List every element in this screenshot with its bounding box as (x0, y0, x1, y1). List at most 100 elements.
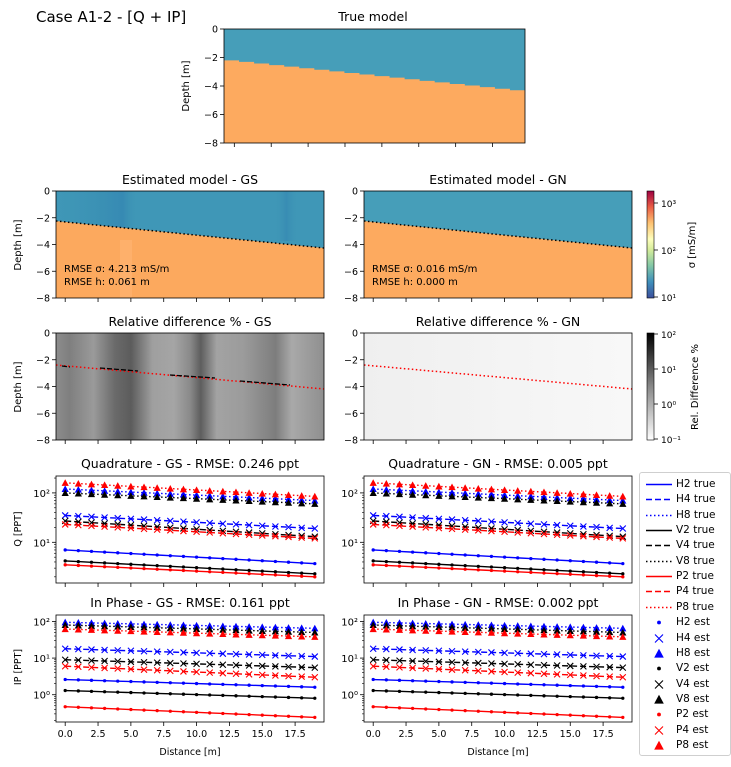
legend-label: P4 true (676, 585, 714, 598)
marker-dot (608, 571, 612, 575)
marker-dot (594, 695, 599, 700)
marker-triangle (487, 629, 496, 636)
marker-triangle (232, 493, 240, 500)
marker-triangle (527, 630, 535, 638)
marker-dot (450, 552, 454, 556)
legend-label: V8 est (676, 692, 710, 705)
marker-x (553, 670, 561, 678)
marker-dot (621, 685, 625, 689)
legend-symbol (654, 694, 664, 704)
marker-dot (463, 564, 467, 568)
quadrature-gn-title: Quadrature - GN - RMSE: 0.005 ppt (388, 456, 608, 471)
marker-triangle (606, 628, 614, 636)
marker-triangle (127, 488, 135, 496)
marker-x (153, 659, 161, 667)
marker-x (140, 525, 148, 533)
marker-x (396, 663, 403, 671)
marker-triangle (395, 480, 404, 488)
marker-x (311, 673, 319, 681)
marker-x (114, 523, 122, 531)
marker-x (422, 514, 430, 522)
series-line-v8 (373, 492, 623, 505)
diff-colorbar-tick-100: 10² (661, 331, 676, 341)
series-line-p4 (65, 665, 315, 678)
marker-dot (410, 690, 415, 694)
marker-x (101, 646, 108, 654)
marker-x (606, 673, 614, 681)
marker-dot (181, 692, 186, 696)
marker-dot (116, 565, 120, 570)
marker-x (540, 661, 548, 669)
marker-x (553, 662, 561, 669)
series-line-p8 (373, 482, 623, 498)
marker-triangle (487, 485, 496, 493)
marker-x (422, 520, 430, 528)
marker-x (311, 535, 319, 542)
sigma-colorbar-tick-10: 10¹ (661, 294, 676, 304)
series-line-h8 (373, 488, 623, 502)
marker-triangle (654, 740, 664, 750)
marker-dot (581, 573, 586, 577)
marker-triangle (514, 492, 522, 499)
marker-dot (621, 561, 625, 566)
marker-dot (437, 707, 441, 712)
marker-x (396, 657, 403, 664)
marker-triangle (298, 499, 306, 507)
marker-dot (529, 567, 533, 571)
marker-triangle (61, 489, 69, 496)
marker-dot (489, 554, 494, 559)
y-tick-label: 10¹ (341, 654, 358, 665)
marker-dot (234, 571, 238, 575)
marker-triangle (219, 630, 227, 638)
depth-tick-label: −2 (36, 213, 50, 224)
legend-symbol (657, 666, 661, 671)
marker-dot (581, 684, 586, 688)
marker-dot (168, 564, 172, 569)
marker-x (232, 521, 240, 528)
marker-triangle (566, 497, 574, 505)
legend-symbol (654, 648, 664, 658)
marker-x (114, 665, 122, 672)
depth-tick-label: −6 (344, 267, 358, 278)
marker-triangle (219, 622, 227, 630)
marker-dot (63, 559, 67, 563)
marker-triangle (619, 500, 627, 507)
x-tick-label: 0.0 (58, 729, 73, 740)
marker-x (409, 520, 416, 527)
marker-dot (529, 693, 533, 698)
marker-triangle (474, 493, 482, 501)
marker-triangle (258, 623, 266, 631)
marker-x (540, 670, 548, 678)
rel-diff-gs-field (56, 333, 324, 440)
true-model-title: True model (337, 9, 407, 24)
y-tick-label: 10² (33, 489, 50, 500)
marker-dot (168, 681, 172, 685)
marker-x (474, 659, 482, 667)
marker-triangle (206, 629, 214, 637)
marker-dot (142, 708, 146, 712)
marker-triangle (245, 631, 253, 638)
marker-x (501, 649, 508, 657)
marker-dot (89, 560, 94, 564)
marker-x (193, 649, 200, 657)
marker-x (298, 524, 306, 532)
marker-triangle (140, 483, 148, 491)
marker-triangle (271, 490, 279, 498)
marker-dot (273, 570, 278, 574)
marker-dot (608, 561, 612, 565)
legend-symbol (654, 725, 664, 735)
marker-triangle (245, 626, 253, 634)
marker-dot (313, 561, 317, 566)
marker-dot (529, 570, 533, 575)
quadrature-gn-plot: 10² 10¹ (341, 475, 633, 587)
depth-tick-label: −4 (36, 382, 50, 393)
marker-dot (555, 694, 559, 698)
marker-x (219, 661, 227, 669)
marker-dot (313, 572, 317, 576)
marker-x (369, 656, 377, 664)
marker-dot (621, 575, 625, 579)
marker-dot (424, 561, 428, 566)
plot-frame (363, 614, 633, 723)
marker-dot (76, 678, 80, 682)
marker-dot (89, 564, 94, 568)
